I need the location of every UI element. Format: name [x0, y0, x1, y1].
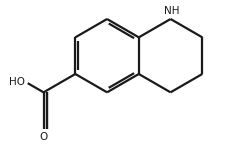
Text: O: O [39, 132, 47, 142]
Text: HO: HO [9, 77, 25, 87]
Text: NH: NH [163, 6, 179, 16]
